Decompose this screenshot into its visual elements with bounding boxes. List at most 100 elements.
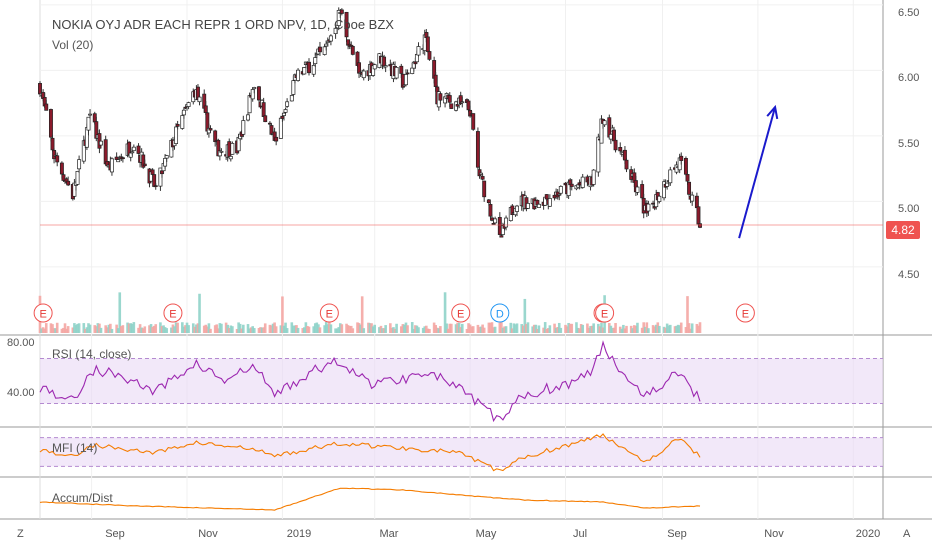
candle-body xyxy=(433,74,438,87)
mfi-legend[interactable]: MFI (14) xyxy=(52,441,98,455)
candle-body xyxy=(250,89,255,100)
volume-bar xyxy=(116,328,120,333)
candle-body xyxy=(394,67,399,79)
volume-bar xyxy=(154,324,158,333)
volume-bar xyxy=(196,323,200,333)
volume-bar xyxy=(127,323,131,333)
volume-bar xyxy=(257,328,261,333)
volume-bar xyxy=(249,327,253,333)
event-marker xyxy=(319,303,339,323)
time-label: Nov xyxy=(764,528,784,540)
accum-dist-legend[interactable]: Accum/Dist xyxy=(52,491,113,505)
candle-body xyxy=(490,217,494,221)
candle-body xyxy=(150,169,155,175)
candle-body xyxy=(103,139,108,165)
volume-bar xyxy=(679,322,683,333)
volume-bar xyxy=(284,322,287,333)
volume-bar xyxy=(40,328,43,333)
volume-bar xyxy=(481,324,484,333)
volume-bar xyxy=(559,327,563,333)
volume-bar xyxy=(143,326,147,333)
candle-body xyxy=(208,128,213,131)
timezone-toggle[interactable]: Z xyxy=(17,528,24,540)
auto-scale-toggle[interactable]: A xyxy=(903,528,911,540)
symbol-title[interactable]: NOKIA OYJ ADR EACH REPR 1 ORD NPV, 1D, C… xyxy=(52,17,394,32)
price-tick: 4.50 xyxy=(898,269,920,281)
candle-body xyxy=(136,145,141,154)
volume-bar xyxy=(587,327,591,333)
volume-bar xyxy=(479,326,483,333)
candle-body xyxy=(344,11,349,38)
volume-bar xyxy=(454,324,458,333)
volume-bar xyxy=(98,323,101,333)
volume-bar xyxy=(62,327,65,333)
volume-bar xyxy=(281,296,284,333)
volume-bar xyxy=(182,326,186,333)
volume-bar xyxy=(304,322,308,333)
volume-bar xyxy=(251,326,255,333)
volume-bar xyxy=(421,327,425,333)
event-marker-label: E xyxy=(326,309,333,321)
candle-body xyxy=(181,109,186,116)
volume-bar xyxy=(476,324,480,333)
volume-bar xyxy=(412,328,416,333)
volume-bar xyxy=(152,325,156,333)
volume-bar xyxy=(423,326,427,333)
volume-bar xyxy=(73,323,76,333)
volume-bar xyxy=(498,322,502,333)
volume-bar xyxy=(501,327,505,333)
candle-body xyxy=(257,86,261,101)
candle-body xyxy=(646,203,651,212)
volume-bar xyxy=(346,325,350,333)
candle-body xyxy=(499,235,504,238)
volume-bar xyxy=(82,323,86,333)
candle-body xyxy=(252,87,257,90)
volume-bar xyxy=(620,328,624,333)
candle-body xyxy=(657,195,662,202)
volume-bar xyxy=(532,324,536,333)
candle-body xyxy=(679,155,684,161)
volume-bar xyxy=(85,327,89,333)
volume-bar xyxy=(149,324,153,333)
volume-bar xyxy=(95,326,98,333)
volume-bar xyxy=(162,325,165,333)
rsi-legend[interactable]: RSI (14, close) xyxy=(52,347,132,361)
volume-bar xyxy=(698,322,702,333)
volume-bar xyxy=(470,326,473,333)
volume-bar xyxy=(285,328,289,333)
candle-body xyxy=(228,156,233,160)
volume-bar xyxy=(618,326,622,333)
volume-bar xyxy=(334,328,337,333)
trend-arrow xyxy=(738,106,777,239)
candle-body xyxy=(267,122,272,125)
candle-body xyxy=(285,101,290,107)
volume-legend[interactable]: Vol (20) xyxy=(52,38,94,52)
volume-bar xyxy=(667,325,671,333)
volume-bar xyxy=(403,324,406,333)
volume-bar xyxy=(435,327,439,333)
candle-body xyxy=(88,113,92,116)
candle-body xyxy=(504,217,509,228)
candle-body xyxy=(311,64,316,75)
volume-bar xyxy=(360,296,364,333)
volume-bar xyxy=(231,326,234,333)
volume-bar xyxy=(207,323,211,333)
volume-bar xyxy=(568,323,572,333)
candle-body xyxy=(640,184,645,199)
volume-bar xyxy=(468,324,472,333)
volume-bar xyxy=(76,323,79,333)
candle-body xyxy=(447,95,452,103)
volume-bar xyxy=(193,326,197,333)
volume-bar xyxy=(631,328,635,333)
volume-bar xyxy=(521,325,525,333)
volume-bar xyxy=(578,328,581,333)
volume-bar xyxy=(262,327,265,333)
volume-bar xyxy=(554,327,558,333)
volume-bar xyxy=(598,326,602,333)
volume-bar xyxy=(41,327,45,333)
volume-bar xyxy=(329,324,333,333)
event-marker xyxy=(451,303,471,323)
volume-bar xyxy=(636,322,639,333)
candle-body xyxy=(493,218,498,224)
